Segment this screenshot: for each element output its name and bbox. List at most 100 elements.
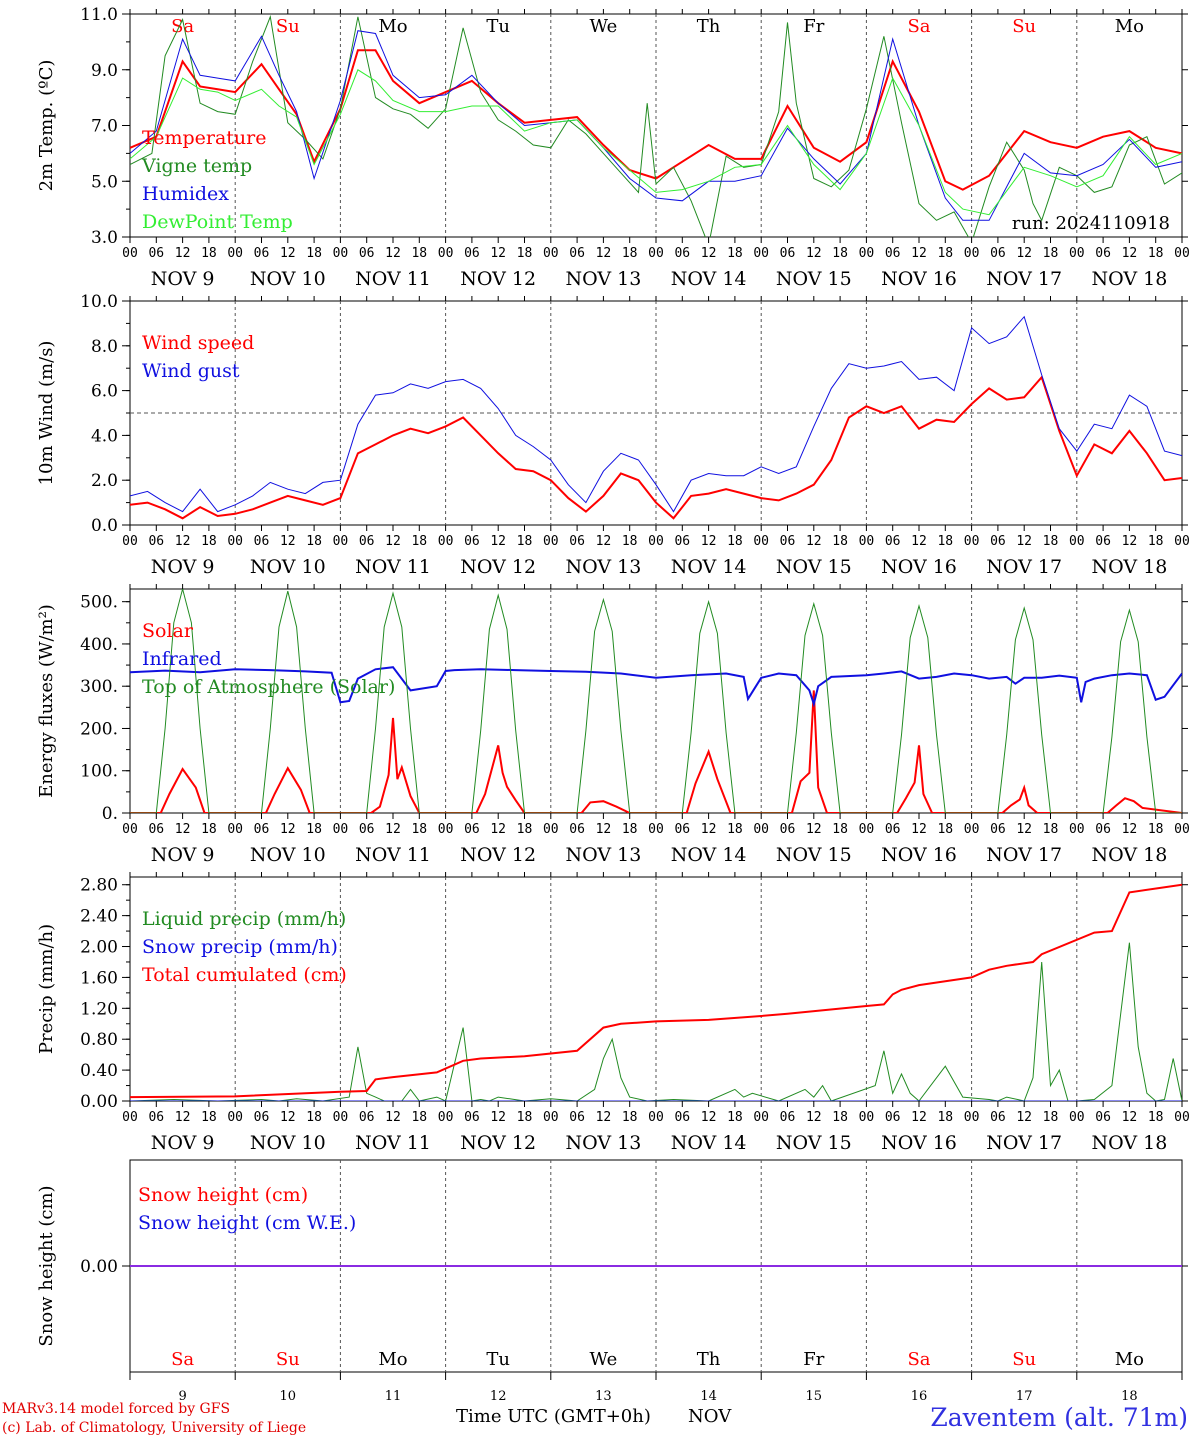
date-label: NOV 15 bbox=[776, 844, 852, 866]
y-tick-label: 400. bbox=[80, 635, 118, 655]
x-tick-label: 12 bbox=[1016, 246, 1032, 261]
weekday-label: Fr bbox=[803, 16, 824, 37]
run-label: run: 2024110918 bbox=[1012, 213, 1170, 234]
x-tick-label: 18 bbox=[727, 246, 743, 261]
plot-frame bbox=[129, 588, 1183, 814]
x-tick-label: 00 bbox=[964, 246, 980, 261]
x-tick-label: 18 bbox=[937, 246, 953, 261]
x-tick-label: 18 bbox=[1043, 534, 1059, 549]
x-tick-label: 00 bbox=[438, 534, 454, 549]
x-tick-label: 12 bbox=[701, 534, 717, 549]
x-tick-label: 12 bbox=[1122, 534, 1138, 549]
x-tick-label: 06 bbox=[464, 822, 480, 837]
x-tick-label: 12 bbox=[911, 246, 927, 261]
x-tick-label: 18 bbox=[832, 246, 848, 261]
y-tick-label: 2.0 bbox=[91, 471, 118, 491]
y-tick-label: 0.80 bbox=[80, 1030, 118, 1050]
date-label: NOV 11 bbox=[355, 556, 431, 578]
series-wind-gust bbox=[130, 315, 1182, 513]
x-tick-label: 00 bbox=[227, 822, 243, 837]
date-label: NOV 17 bbox=[986, 1132, 1062, 1154]
x-tick-label: 00 bbox=[859, 534, 875, 549]
x-tick-label: 12 bbox=[911, 534, 927, 549]
x-tick-label: 00 bbox=[648, 246, 664, 261]
x-tick-label: 18 bbox=[622, 822, 638, 837]
station-label: Zaventem (alt. 71m) bbox=[930, 1403, 1188, 1432]
day-number-label: 15 bbox=[806, 1389, 823, 1404]
y-tick-label: 1.20 bbox=[80, 999, 118, 1019]
date-label: NOV 13 bbox=[565, 844, 641, 866]
x-tick-label: 12 bbox=[490, 246, 506, 261]
x-tick-label: 12 bbox=[911, 822, 927, 837]
x-tick-label: 00 bbox=[859, 246, 875, 261]
x-tick-label: 00 bbox=[648, 1110, 664, 1125]
x-tick-label: 00 bbox=[753, 1110, 769, 1125]
date-label: NOV 13 bbox=[565, 556, 641, 578]
x-tick-label: 12 bbox=[806, 1110, 822, 1125]
panel-3: 0. 100. 200. 300. 400. 500. Energy fluxes (W/m… bbox=[36, 584, 1190, 866]
x-tick-label: 18 bbox=[306, 822, 322, 837]
x-tick-label: 06 bbox=[885, 534, 901, 549]
x-tick-label: 06 bbox=[148, 1110, 164, 1125]
legend-entry: Infrared bbox=[142, 648, 222, 670]
series-liquid-precip-mm-h bbox=[130, 942, 1182, 1101]
legend-entry: Snow height (cm W.E.) bbox=[138, 1212, 356, 1234]
weekday-label: Tu bbox=[486, 16, 510, 37]
legend-entry: Wind gust bbox=[142, 360, 240, 382]
x-tick-label: 18 bbox=[411, 534, 427, 549]
x-tick-label: 18 bbox=[937, 822, 953, 837]
day-number-label: 9 bbox=[178, 1389, 186, 1404]
x-tick-label: 12 bbox=[280, 534, 296, 549]
x-tick-label: 00 bbox=[753, 534, 769, 549]
x-tick-label: 06 bbox=[148, 246, 164, 261]
legend-entry: Liquid precip (mm/h) bbox=[142, 908, 346, 930]
x-tick-label: 12 bbox=[596, 1110, 612, 1125]
weekday-label: Th bbox=[697, 16, 721, 37]
x-tick-label: 18 bbox=[411, 1110, 427, 1125]
date-label: NOV 13 bbox=[565, 268, 641, 290]
x-tick-label: 00 bbox=[438, 822, 454, 837]
x-tick-label: 12 bbox=[701, 822, 717, 837]
date-label: NOV 13 bbox=[565, 1132, 641, 1154]
legend-entry: Solar bbox=[142, 620, 194, 642]
x-tick-label: 18 bbox=[411, 822, 427, 837]
weekday-label: Tu bbox=[486, 1349, 510, 1370]
date-label: NOV 9 bbox=[151, 268, 215, 290]
date-label: NOV 18 bbox=[1091, 268, 1167, 290]
y-tick-label: 2.80 bbox=[80, 876, 118, 896]
x-tick-label: 06 bbox=[254, 534, 270, 549]
x-tick-label: 00 bbox=[122, 1110, 138, 1125]
y-axis-label: Snow height (cm) bbox=[36, 1185, 57, 1346]
x-tick-label: 18 bbox=[1043, 246, 1059, 261]
x-tick-label: 12 bbox=[490, 822, 506, 837]
y-axis-label: Energy fluxes (W/m²) bbox=[36, 604, 57, 798]
x-tick-label: 00 bbox=[753, 822, 769, 837]
x-tick-label: 18 bbox=[201, 246, 217, 261]
date-label: NOV 12 bbox=[460, 1132, 536, 1154]
x-tick-label: 06 bbox=[569, 822, 585, 837]
date-label: NOV 17 bbox=[986, 556, 1062, 578]
legend-entry: Vigne temp bbox=[141, 155, 252, 177]
x-tick-label: 18 bbox=[727, 822, 743, 837]
x-tick-label: 18 bbox=[1148, 534, 1164, 549]
x-tick-label: 18 bbox=[832, 1110, 848, 1125]
x-tick-label: 12 bbox=[1016, 1110, 1032, 1125]
x-tick-label: 18 bbox=[1148, 246, 1164, 261]
x-tick-label: 12 bbox=[596, 246, 612, 261]
x-tick-label: 06 bbox=[990, 1110, 1006, 1125]
x-tick-label: 12 bbox=[1016, 822, 1032, 837]
weekday-label: We bbox=[590, 16, 618, 37]
x-tick-label: 18 bbox=[1148, 1110, 1164, 1125]
x-tick-label: 12 bbox=[280, 822, 296, 837]
series-total-cumulated-cm bbox=[130, 883, 1182, 1099]
legend-entry: Snow height (cm) bbox=[138, 1184, 308, 1206]
series-dewpoint-temp bbox=[130, 69, 1182, 216]
weekday-label: Mo bbox=[378, 16, 407, 37]
weekday-label: Su bbox=[276, 1349, 300, 1370]
credit-line-1: MARv3.14 model forced by GFS bbox=[2, 1401, 231, 1417]
x-tick-label: 12 bbox=[385, 246, 401, 261]
x-tick-label: 18 bbox=[201, 1110, 217, 1125]
date-label: NOV 14 bbox=[671, 844, 747, 866]
x-tick-label: 00 bbox=[859, 1110, 875, 1125]
date-label: NOV 18 bbox=[1091, 1132, 1167, 1154]
